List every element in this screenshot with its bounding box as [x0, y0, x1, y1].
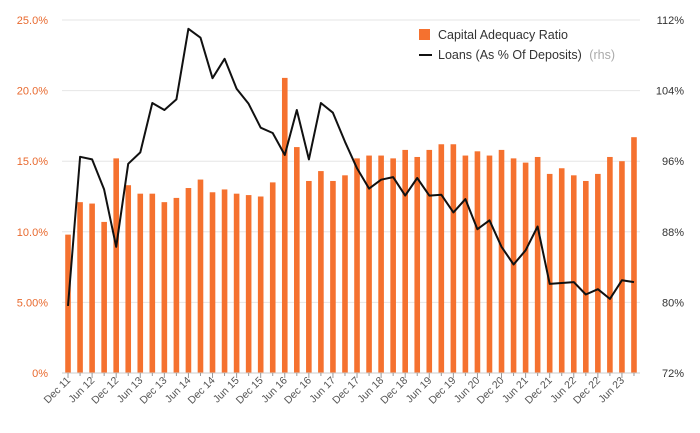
bar — [101, 221, 107, 373]
bar — [510, 158, 517, 373]
bar — [607, 156, 613, 373]
bar — [522, 162, 529, 373]
bar — [438, 144, 445, 373]
bars — [65, 77, 637, 373]
bar — [137, 193, 144, 373]
bar — [269, 182, 276, 373]
left-tick-label: 20.0% — [17, 86, 48, 98]
bar — [390, 158, 396, 373]
bar — [426, 149, 433, 373]
bar — [498, 149, 505, 373]
bar — [306, 180, 312, 373]
x-tick-label: Dec 18 — [378, 375, 410, 407]
x-tick-label: Dec 21 — [523, 375, 555, 407]
x-tick-label: Jun 23 — [596, 375, 627, 406]
bar — [570, 175, 577, 373]
bar — [558, 168, 565, 373]
x-tick-label: Dec 17 — [330, 375, 362, 407]
legend-line-text: Loans (As % Of Deposits) (rhs) — [438, 48, 615, 62]
x-tick-label: Dec 14 — [186, 375, 218, 407]
bar — [185, 188, 192, 373]
left-tick-label: 25.0% — [17, 15, 48, 27]
bar — [125, 185, 132, 373]
bar — [281, 77, 288, 373]
bar — [342, 175, 348, 373]
legend-bar-swatch — [419, 29, 430, 40]
bar — [462, 155, 469, 373]
bar — [378, 155, 384, 373]
loans-line — [67, 27, 635, 306]
bar — [354, 158, 360, 373]
x-tick-label: Dec 15 — [234, 375, 266, 407]
bar — [197, 179, 204, 373]
x-tick-label: Dec 22 — [571, 375, 603, 407]
left-tick-label: 10.0% — [17, 227, 48, 239]
bar — [330, 180, 336, 373]
x-tick-label: Dec 19 — [426, 375, 458, 407]
legend: Capital Adequacy Ratio Loans (As % Of De… — [419, 28, 615, 62]
line-series — [67, 27, 635, 306]
right-tick-label: 96% — [662, 156, 684, 168]
left-tick-label: 15.0% — [17, 156, 48, 168]
bar — [402, 149, 408, 373]
x-tick-label: Dec 12 — [89, 375, 121, 407]
grid — [62, 19, 640, 374]
right-tick-label: 88% — [662, 227, 684, 239]
bar — [257, 196, 264, 373]
left-axis: 0% 5.00% 10.0% 15.0% 20.0% 25.0% — [17, 15, 48, 380]
bar — [318, 171, 324, 373]
bar — [113, 158, 119, 373]
bar — [89, 203, 95, 373]
left-tick-label: 0% — [32, 368, 48, 380]
bar — [486, 155, 493, 373]
legend-line-suffix: (rhs) — [589, 48, 615, 62]
x-tick-label: Dec 20 — [475, 375, 507, 407]
bar — [149, 193, 156, 373]
right-tick-label: 112% — [657, 15, 685, 27]
bar — [595, 173, 601, 373]
bar — [631, 137, 637, 373]
bar — [209, 192, 216, 373]
bar — [233, 193, 240, 373]
x-tick-label: Dec 16 — [282, 375, 314, 407]
bar — [474, 151, 481, 373]
right-tick-label: 80% — [662, 297, 684, 309]
right-tick-label: 104% — [656, 86, 684, 98]
legend-line-label: Loans (As % Of Deposits) — [438, 48, 582, 62]
bar — [546, 173, 553, 373]
bar — [161, 202, 168, 373]
left-tick-label: 5.00% — [17, 297, 48, 309]
bar — [450, 144, 457, 373]
bar — [173, 197, 180, 373]
bar — [534, 156, 541, 373]
bar — [221, 189, 228, 373]
bar — [414, 156, 421, 373]
bar — [77, 202, 83, 373]
right-tick-label: 72% — [662, 368, 684, 380]
bar — [366, 155, 372, 373]
bar — [294, 147, 300, 373]
bar — [619, 161, 625, 373]
x-tick-label: Dec 13 — [137, 375, 169, 407]
right-axis: 72% 80% 88% 96% 104% 112% — [656, 15, 684, 380]
bar — [583, 180, 589, 373]
bar — [245, 195, 252, 373]
legend-bar-label: Capital Adequacy Ratio — [438, 28, 568, 42]
